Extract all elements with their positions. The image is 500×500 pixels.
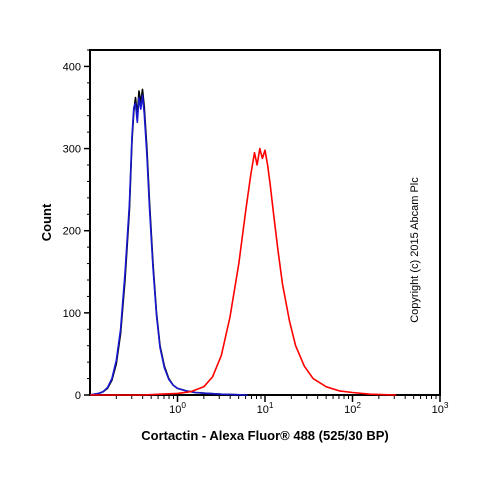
svg-text:101: 101 [257,401,274,416]
svg-text:103: 103 [432,401,449,416]
svg-text:Count: Count [39,203,54,241]
svg-text:0: 0 [75,390,81,402]
svg-text:100: 100 [169,401,186,416]
copyright-text: Copyright (c) 2015 Abcam Plc [409,177,421,323]
svg-text:400: 400 [63,61,81,73]
chart-svg: 0 100 200 300 400 100 101 102 103 Count Cortactin … [35,35,455,455]
flow-cytometry-chart: 0 100 200 300 400 100 101 102 103 Count Cortactin … [35,35,455,455]
svg-text:102: 102 [344,401,361,416]
svg-text:200: 200 [63,226,81,238]
svg-text:300: 300 [63,144,81,156]
svg-text:Cortactin - Alexa Fluor® 488 (: Cortactin - Alexa Fluor® 488 (525/30 BP) [141,428,389,443]
svg-text:100: 100 [63,308,81,320]
